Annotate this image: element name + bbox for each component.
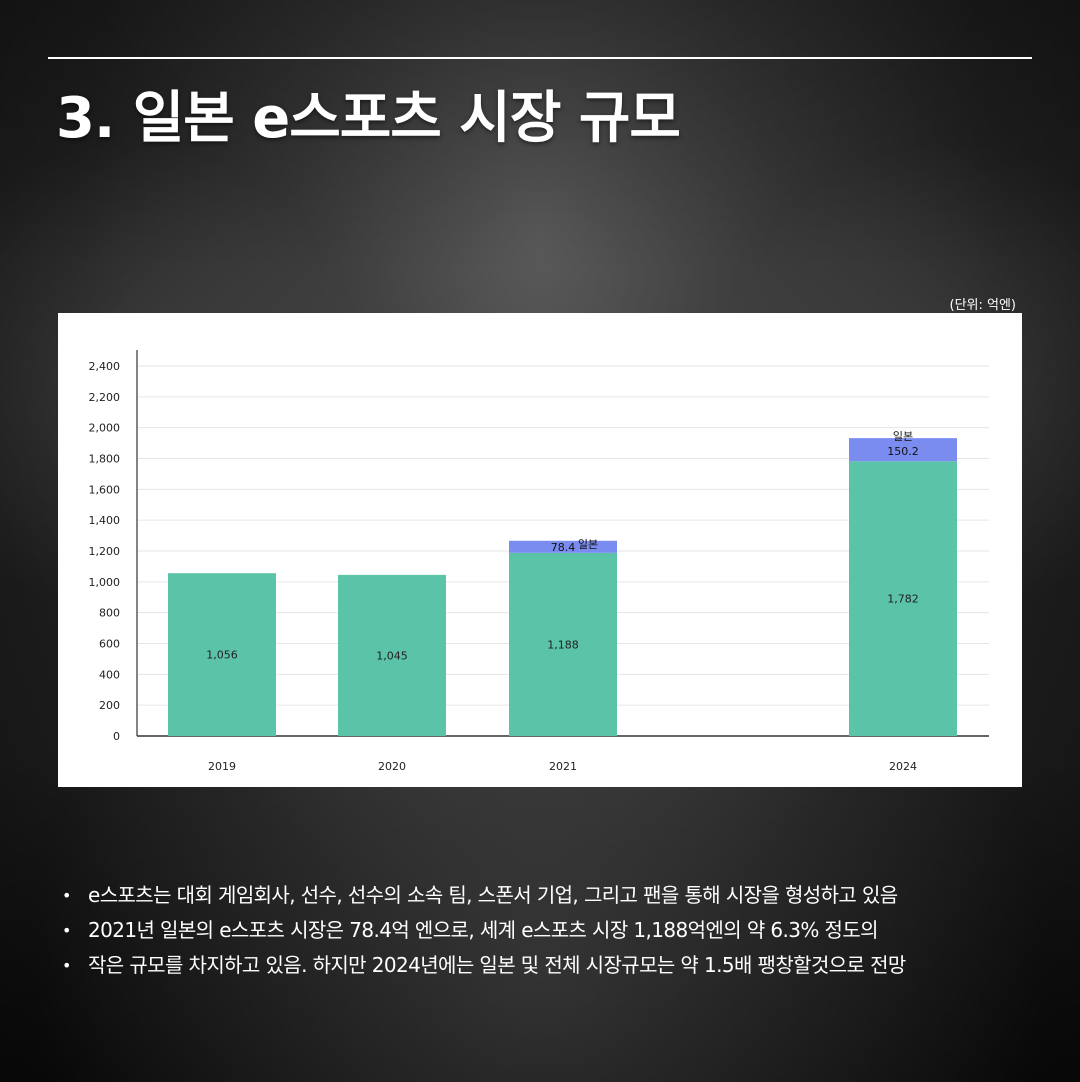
y-tick-label: 600 bbox=[99, 638, 120, 651]
y-tick-label: 2,400 bbox=[89, 360, 121, 373]
page-title: 3. 일본 e스포츠 시장 규모 bbox=[56, 86, 681, 151]
chart-panel: 0 200 400 600 800 1,000 1,200 1,400 1,600 1,800 2,… bbox=[58, 313, 1022, 787]
bullet-text: 작은 규모를 차지하고 있음. 하지만 2024년에는 일본 및 전체 시장규모… bbox=[88, 953, 906, 977]
x-tick-label: 2019 bbox=[208, 760, 236, 773]
y-tick-label: 1,600 bbox=[89, 483, 121, 496]
y-tick-label: 2,200 bbox=[89, 391, 121, 404]
x-tick-label: 2021 bbox=[549, 760, 577, 773]
bullet-dot: • bbox=[62, 956, 71, 975]
bullet-text: 2021년 일본의 e스포츠 시장은 78.4억 엔으로, 세계 e스포츠 시장… bbox=[88, 918, 879, 942]
x-tick-label: 2024 bbox=[889, 760, 917, 773]
bar-japan-2024 bbox=[849, 438, 957, 462]
y-tick-label: 1,000 bbox=[89, 576, 121, 589]
japan-series-label: 일본 bbox=[578, 537, 598, 551]
y-tick-label: 200 bbox=[99, 699, 120, 712]
y-tick-label: 2,000 bbox=[89, 422, 121, 435]
top-divider bbox=[48, 57, 1032, 59]
bar-value-label: 1,782 bbox=[887, 593, 919, 606]
bullet-dot: • bbox=[62, 921, 71, 940]
japan-series-label: 일본 bbox=[893, 429, 913, 443]
japan-value-label: 78.4 bbox=[551, 541, 576, 554]
bar-base-2019 bbox=[168, 573, 276, 736]
japan-value-label: 150.2 bbox=[887, 445, 919, 458]
y-tick-label: 1,200 bbox=[89, 545, 121, 558]
bar-base-2021 bbox=[509, 552, 617, 736]
bar-value-label: 1,045 bbox=[376, 649, 408, 662]
bar-base-2024 bbox=[849, 461, 957, 736]
bar-value-label: 1,056 bbox=[206, 649, 238, 662]
bullet-dot: • bbox=[62, 886, 71, 905]
bullet-item: • e스포츠는 대회 게임회사, 선수, 선수의 소속 팀, 스폰서 기업, 그리… bbox=[62, 878, 1052, 913]
y-tick-label: 0 bbox=[113, 730, 120, 743]
bar-value-label: 1,188 bbox=[547, 638, 579, 651]
y-tick-label: 1,400 bbox=[89, 514, 121, 527]
bullet-item: • 작은 규모를 차지하고 있음. 하지만 2024년에는 일본 및 전체 시장규… bbox=[62, 948, 1052, 983]
bar-chart: 0 200 400 600 800 1,000 1,200 1,400 1,600 1,800 2,… bbox=[89, 350, 989, 773]
bullet-item: • 2021년 일본의 e스포츠 시장은 78.4억 엔으로, 세계 e스포츠 시… bbox=[62, 913, 1052, 948]
bar-base-2020 bbox=[338, 574, 446, 736]
y-tick-label: 800 bbox=[99, 607, 120, 620]
bullet-text: e스포츠는 대회 게임회사, 선수, 선수의 소속 팀, 스폰서 기업, 그리고… bbox=[88, 883, 898, 907]
bullet-list: • e스포츠는 대회 게임회사, 선수, 선수의 소속 팀, 스폰서 기업, 그리… bbox=[62, 878, 1052, 983]
x-tick-label: 2020 bbox=[378, 760, 406, 773]
bar-japan-2021 bbox=[509, 540, 617, 553]
unit-label: (단위: 억엔) bbox=[949, 298, 1017, 313]
y-tick-label: 1,800 bbox=[89, 453, 121, 466]
y-tick-label: 400 bbox=[99, 668, 120, 681]
